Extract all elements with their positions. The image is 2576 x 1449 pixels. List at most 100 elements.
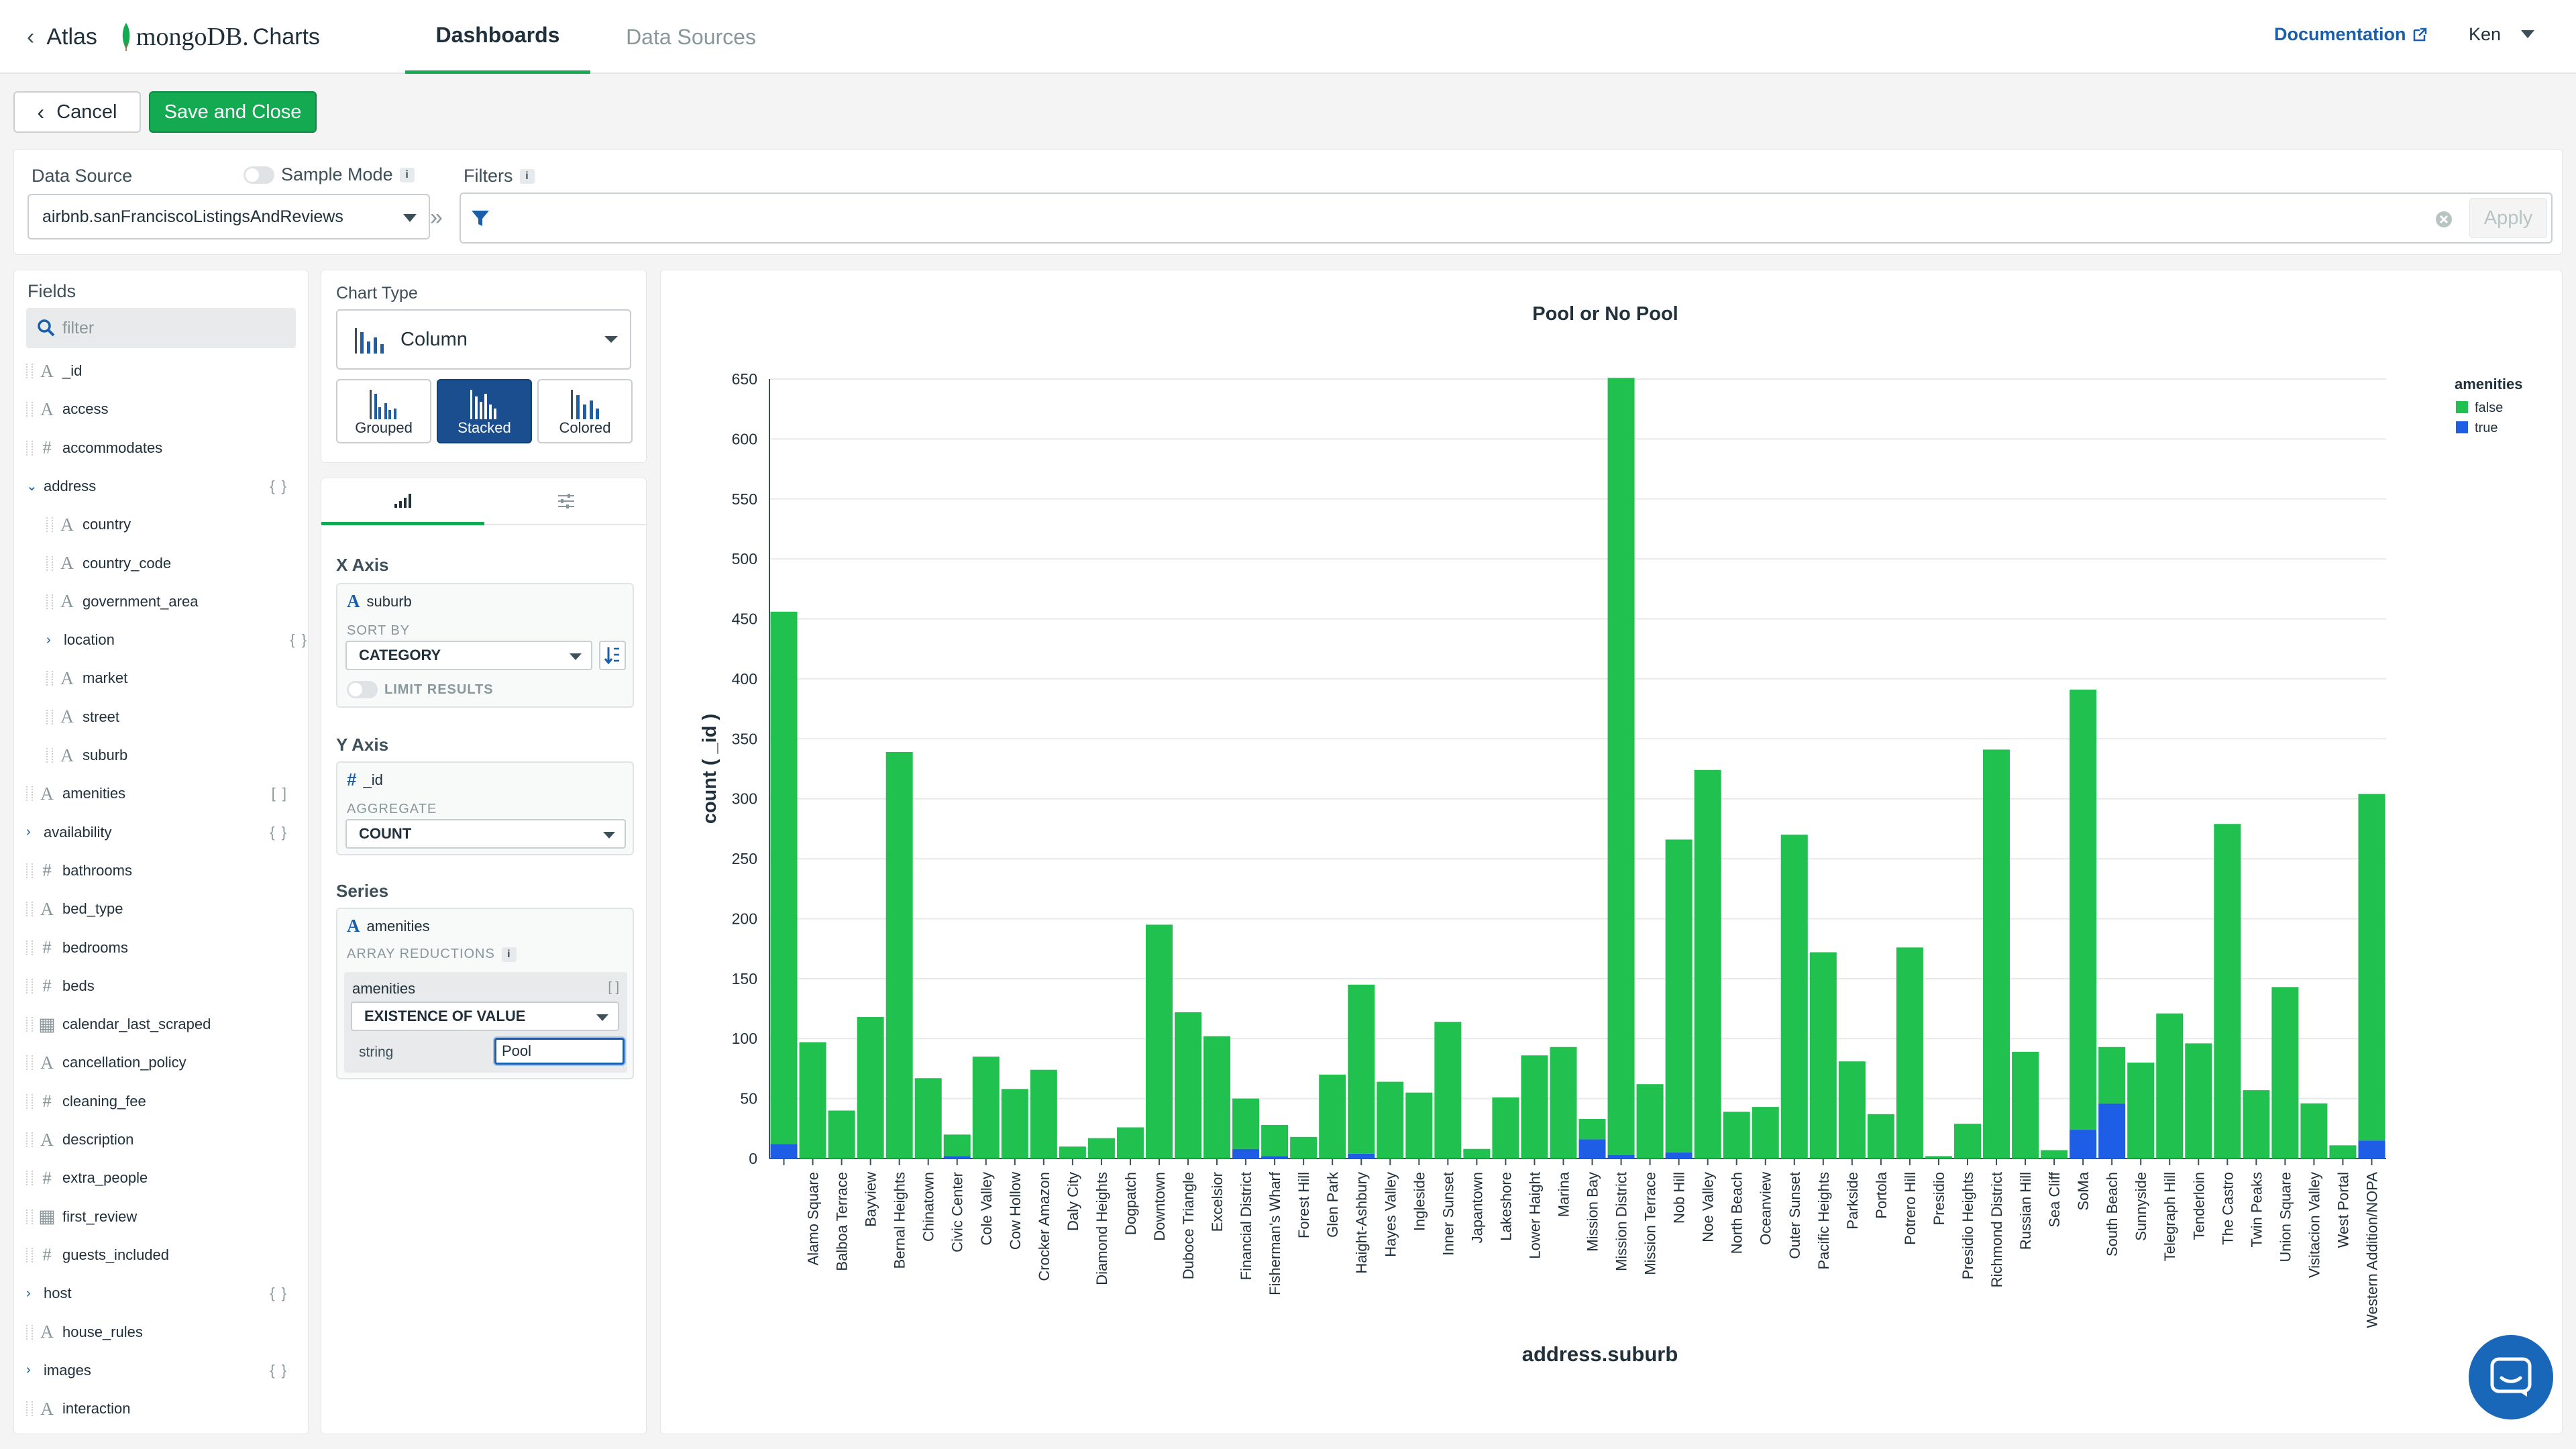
chevron-right-icon[interactable]: ›: [46, 632, 51, 647]
back-chevron-icon[interactable]: ‹: [27, 23, 35, 50]
bar-true[interactable]: [2070, 1130, 2097, 1159]
bar-false[interactable]: [1492, 1097, 1519, 1159]
bar-false[interactable]: [1723, 1112, 1750, 1159]
drag-handle-icon[interactable]: [26, 863, 33, 878]
bar-false[interactable]: [1405, 1092, 1433, 1159]
drag-handle-icon[interactable]: [26, 978, 33, 994]
tab-dashboards[interactable]: Dashboards: [405, 0, 590, 74]
bar-false[interactable]: [2070, 690, 2097, 1130]
field-item[interactable]: # bathrooms: [26, 856, 301, 885]
bar-false[interactable]: [2156, 1013, 2184, 1159]
chat-button[interactable]: [2469, 1335, 2553, 1419]
bar-false[interactable]: [1607, 378, 1635, 1155]
bar-true[interactable]: [770, 1144, 798, 1159]
field-item[interactable]: # accommodates: [26, 433, 301, 463]
field-item[interactable]: › availability { }: [26, 818, 301, 847]
tab-data-sources[interactable]: Data Sources: [626, 24, 756, 49]
field-item[interactable]: # guests_included: [26, 1240, 301, 1270]
bar-false[interactable]: [799, 1042, 826, 1159]
bar-false[interactable]: [1087, 1138, 1115, 1159]
bar-false[interactable]: [943, 1134, 971, 1157]
bar-false[interactable]: [2127, 1062, 2155, 1159]
field-item[interactable]: # cleaning_fee: [26, 1087, 301, 1116]
drag-handle-icon[interactable]: [46, 671, 53, 686]
bar-false[interactable]: [1665, 839, 1693, 1153]
bar-false[interactable]: [1059, 1146, 1086, 1159]
sort-by-select[interactable]: CATEGORY: [345, 641, 592, 670]
info-icon[interactable]: i: [519, 168, 535, 184]
drag-handle-icon[interactable]: [26, 940, 33, 955]
bar-false[interactable]: [1030, 1069, 1057, 1159]
x-axis-field[interactable]: A suburb: [347, 591, 412, 612]
field-item[interactable]: › images { }: [26, 1356, 301, 1385]
bar-false[interactable]: [2012, 1051, 2039, 1159]
bar-false[interactable]: [1290, 1136, 1318, 1159]
info-icon[interactable]: i: [501, 947, 517, 962]
bar-false[interactable]: [2098, 1046, 2126, 1104]
field-item[interactable]: # extra_people: [26, 1163, 301, 1193]
chevron-right-icon[interactable]: ›: [26, 1362, 31, 1378]
clear-circle-icon[interactable]: [2434, 210, 2453, 229]
reduction-select[interactable]: EXISTENCE OF VALUE: [351, 1002, 619, 1031]
drag-handle-icon[interactable]: [46, 709, 53, 724]
bar-false[interactable]: [1983, 749, 2010, 1159]
sample-mode-toggle[interactable]: [244, 166, 274, 184]
drag-handle-icon[interactable]: [26, 402, 33, 417]
bar-true[interactable]: [1578, 1139, 1606, 1159]
bar-false[interactable]: [1636, 1084, 1664, 1159]
chevron-down-icon[interactable]: ⌄: [26, 479, 38, 494]
bar-false[interactable]: [1348, 984, 1375, 1154]
bar-false[interactable]: [1434, 1022, 1462, 1159]
field-item[interactable]: ▦ calendar_last_scraped: [26, 1010, 301, 1039]
bar-true[interactable]: [2358, 1140, 2385, 1159]
bar-false[interactable]: [1145, 924, 1173, 1159]
bar-false[interactable]: [1232, 1098, 1260, 1149]
field-item[interactable]: ▦ first_review: [26, 1202, 301, 1232]
field-filter-input[interactable]: filter: [26, 308, 296, 348]
sort-direction-button[interactable]: [599, 641, 626, 670]
bar-true[interactable]: [1607, 1155, 1635, 1159]
data-source-select[interactable]: airbnb.sanFranciscoListingsAndReviews: [28, 194, 430, 239]
drag-handle-icon[interactable]: [26, 1324, 33, 1340]
bar-false[interactable]: [972, 1057, 1000, 1159]
bar-false[interactable]: [2358, 794, 2385, 1141]
drag-handle-icon[interactable]: [46, 594, 53, 609]
bar-true[interactable]: [1348, 1153, 1375, 1159]
bar-true[interactable]: [1261, 1156, 1289, 1159]
series-field[interactable]: A amenities: [347, 916, 430, 936]
bar-false[interactable]: [2329, 1145, 2357, 1159]
chevron-right-icon[interactable]: ›: [26, 1285, 31, 1301]
tab-encode[interactable]: [321, 478, 484, 525]
field-item[interactable]: › location { }: [46, 625, 321, 655]
aggregate-select[interactable]: COUNT: [345, 819, 626, 849]
subtype-stacked-button[interactable]: Stacked: [437, 379, 532, 443]
bar-false[interactable]: [1578, 1119, 1606, 1140]
field-item[interactable]: ⌄ address { }: [26, 472, 301, 501]
filter-input[interactable]: Apply: [460, 193, 2553, 244]
drag-handle-icon[interactable]: [26, 1055, 33, 1071]
bar-false[interactable]: [1203, 1036, 1231, 1159]
tab-customize[interactable]: [484, 478, 647, 525]
bar-false[interactable]: [885, 751, 913, 1159]
drag-handle-icon[interactable]: [26, 364, 33, 378]
bar-false[interactable]: [1261, 1124, 1289, 1157]
bar-false[interactable]: [1809, 952, 1837, 1159]
reduction-string-input[interactable]: Pool: [494, 1038, 625, 1065]
drag-handle-icon[interactable]: [26, 1132, 33, 1147]
bar-false[interactable]: [1694, 769, 1721, 1159]
apply-button[interactable]: Apply: [2469, 198, 2547, 238]
field-item[interactable]: › host { }: [26, 1279, 301, 1308]
bar-false[interactable]: [1838, 1061, 1866, 1159]
atlas-back-link[interactable]: Atlas: [46, 23, 97, 50]
bar-true[interactable]: [1232, 1148, 1260, 1159]
